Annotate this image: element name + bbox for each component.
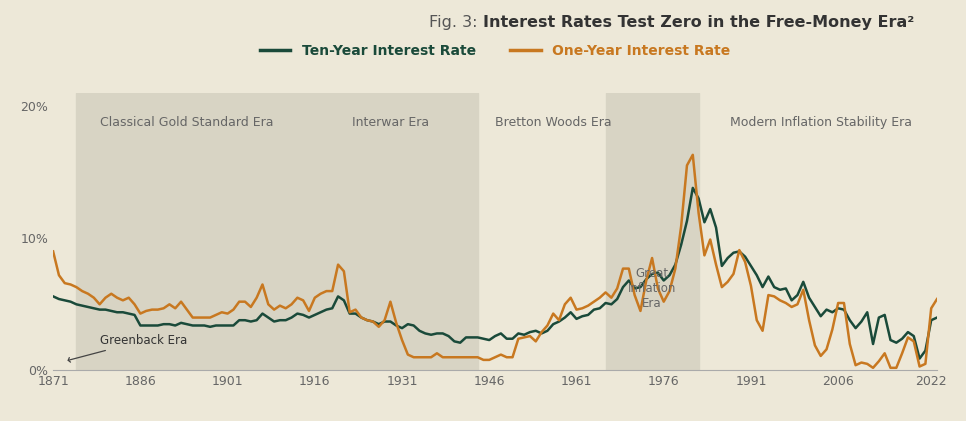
Bar	[606, 93, 698, 370]
Legend: Ten-Year Interest Rate, One-Year Interest Rate: Ten-Year Interest Rate, One-Year Interes…	[254, 38, 736, 64]
Bar	[76, 93, 303, 370]
Text: Classical Gold Standard Era: Classical Gold Standard Era	[100, 117, 273, 129]
Text: Fig. 3:: Fig. 3:	[429, 15, 483, 30]
Text: Interest Rates Test Zero in the Free-Money Era²: Interest Rates Test Zero in the Free-Mon…	[483, 15, 914, 30]
Bar	[303, 93, 477, 370]
Text: Great
Inflation
Era: Great Inflation Era	[628, 267, 676, 310]
Text: Interwar Era: Interwar Era	[352, 117, 429, 129]
Text: Modern Inflation Stability Era: Modern Inflation Stability Era	[729, 117, 912, 129]
Text: Bretton Woods Era: Bretton Woods Era	[495, 117, 611, 129]
Text: Greenback Era: Greenback Era	[69, 334, 186, 362]
